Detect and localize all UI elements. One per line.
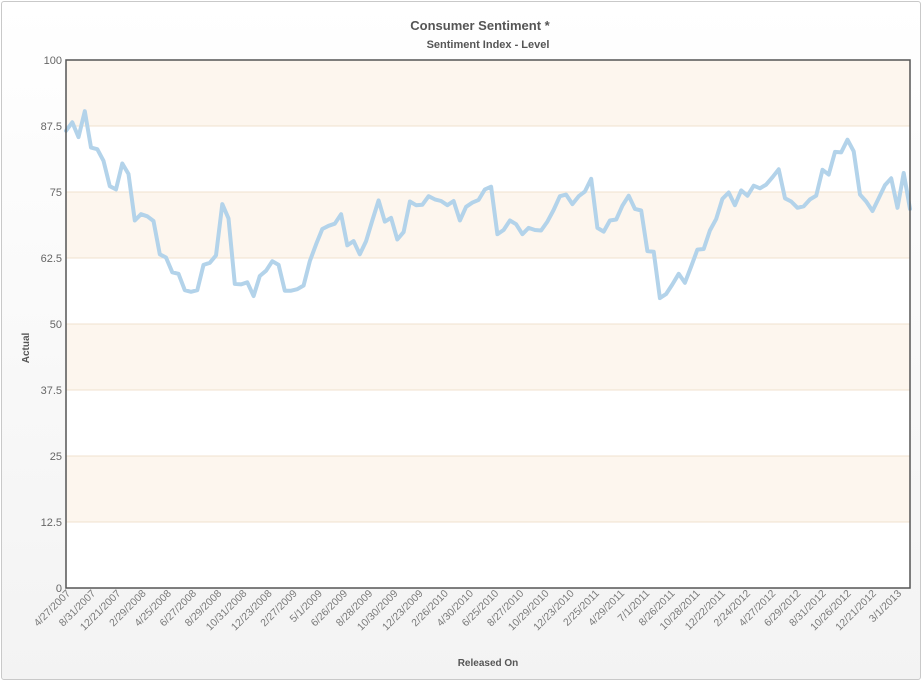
y-tick-label: 87.5 — [41, 121, 62, 133]
y-tick-label: 100 — [44, 55, 62, 67]
y-tick-label: 62.5 — [41, 253, 62, 265]
y-tick-label: 50 — [50, 319, 62, 331]
y-tick-label: 0 — [56, 583, 62, 595]
plot-band — [66, 192, 910, 258]
x-tick-labels: 4/27/20078/31/200712/21/20072/29/20084/2… — [32, 588, 905, 634]
plot-band — [66, 390, 910, 456]
plot-gridlines — [66, 125, 910, 523]
plot-axes — [65, 59, 911, 589]
x-axis-title: Released On — [458, 658, 519, 669]
plot-band — [66, 324, 910, 390]
y-tick-label: 75 — [50, 187, 62, 199]
plot-band — [66, 60, 910, 126]
plot-band — [66, 522, 910, 588]
chart-title: Consumer Sentiment * — [410, 18, 550, 33]
y-tick-label: 12.5 — [41, 517, 62, 529]
series-layer — [64, 109, 912, 301]
plot-band — [66, 456, 910, 522]
chart-subtitle: Sentiment Index - Level — [427, 39, 550, 51]
plot-background-bands — [66, 60, 910, 588]
y-tick-label: 25 — [50, 451, 62, 463]
y-axis-title: Actual — [21, 332, 32, 363]
plot-border — [65, 59, 911, 589]
plot-band — [66, 258, 910, 324]
series-line — [64, 109, 912, 301]
y-tick-labels: 0 12.5 25 37.5 50 62.5 75 87.5 100 — [41, 55, 62, 595]
y-tick-label: 37.5 — [41, 385, 62, 397]
